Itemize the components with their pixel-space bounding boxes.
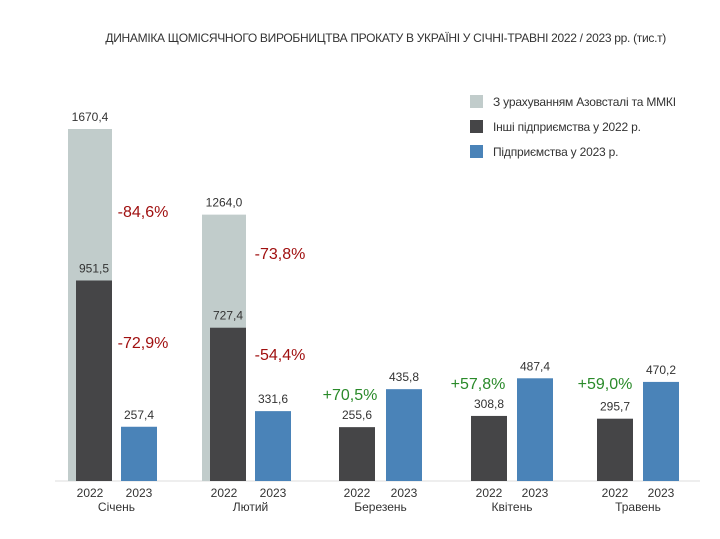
chart-title: ДИНАМІКА ЩОМІСЯЧНОГО ВИРОБНИЦТВА ПРОКАТУ… xyxy=(105,31,666,45)
data-label-2023: 487,4 xyxy=(520,359,550,373)
bar-2023-2 xyxy=(386,389,422,481)
bar-2022-0 xyxy=(76,280,112,481)
legend-label: З урахуванням Азовсталі та ММКІ xyxy=(493,94,676,109)
legend: З урахуванням Азовсталі та ММКІ Інші під… xyxy=(470,89,676,164)
data-label-2022: 727,4 xyxy=(213,309,243,323)
change-annotation: -54,4% xyxy=(255,347,306,364)
data-label-total: 1264,0 xyxy=(206,196,243,210)
data-label-2022: 295,7 xyxy=(600,400,630,414)
bar-2022-4 xyxy=(597,418,633,481)
change-annotation: +59,0% xyxy=(578,376,633,393)
bar-2022-1 xyxy=(210,327,246,481)
category-label: Травень xyxy=(615,500,661,514)
bar-2023-0 xyxy=(121,426,157,481)
category-label: Січень xyxy=(98,500,135,514)
legend-item-other-2022: Інші підприємства у 2022 р. xyxy=(470,114,676,139)
data-label-2022: 951,5 xyxy=(79,261,109,275)
legend-item-total: З урахуванням Азовсталі та ММКІ xyxy=(470,89,676,114)
bar-2023-4 xyxy=(643,381,679,481)
tick-label-2023: 2023 xyxy=(522,486,549,500)
tick-label-2023: 2023 xyxy=(260,486,287,500)
category-label: Березень xyxy=(354,500,407,514)
change-annotation: -73,8% xyxy=(255,246,306,263)
tick-label-2022: 2022 xyxy=(602,486,629,500)
legend-item-2023: Підприємства у 2023 р. xyxy=(470,139,676,164)
bar-2022-2 xyxy=(339,427,375,481)
category-label: Квітень xyxy=(492,500,533,514)
data-label-2023: 435,8 xyxy=(389,370,419,384)
change-annotation: -84,6% xyxy=(118,204,169,221)
legend-swatch xyxy=(470,95,483,108)
tick-label-2022: 2022 xyxy=(211,486,238,500)
legend-swatch xyxy=(470,120,483,133)
category-label: Лютий xyxy=(233,500,269,514)
change-annotation: +70,5% xyxy=(323,387,378,404)
bar-2023-1 xyxy=(255,411,291,481)
tick-label-2022: 2022 xyxy=(476,486,503,500)
legend-swatch xyxy=(470,145,483,158)
bar-2023-3 xyxy=(517,378,553,481)
change-annotation: -72,9% xyxy=(118,335,169,352)
data-label-2023: 470,2 xyxy=(646,363,676,377)
data-label-2023: 257,4 xyxy=(124,408,154,422)
data-label-total: 1670,4 xyxy=(72,110,109,124)
data-label-2022: 255,6 xyxy=(342,408,372,422)
tick-label-2023: 2023 xyxy=(391,486,418,500)
tick-label-2022: 2022 xyxy=(344,486,371,500)
change-annotation: +57,8% xyxy=(451,376,506,393)
tick-label-2022: 2022 xyxy=(77,486,104,500)
legend-label: Підприємства у 2023 р. xyxy=(493,144,619,159)
tick-label-2023: 2023 xyxy=(648,486,675,500)
data-label-2023: 331,6 xyxy=(258,392,288,406)
legend-label: Інші підприємства у 2022 р. xyxy=(493,119,641,134)
data-label-2022: 308,8 xyxy=(474,397,504,411)
bar-2022-3 xyxy=(471,415,507,481)
tick-label-2023: 2023 xyxy=(126,486,153,500)
